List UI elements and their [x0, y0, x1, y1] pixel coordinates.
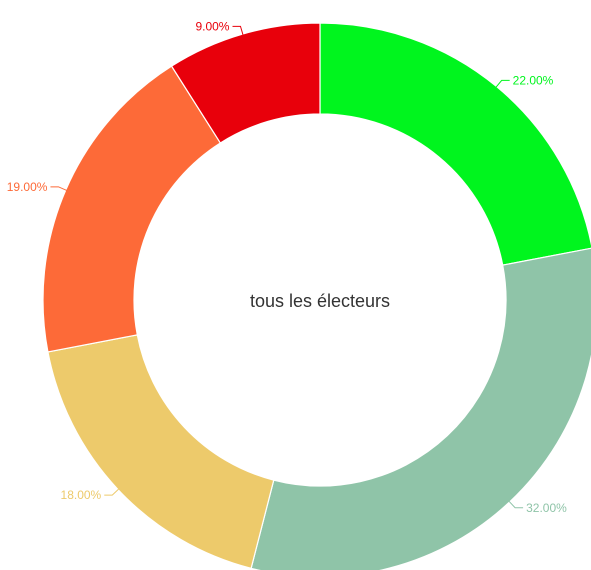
leader-line-4 [50, 186, 68, 192]
leader-line-2 [507, 500, 524, 509]
donut-slice-2[interactable] [250, 247, 591, 570]
donut-slice-1[interactable] [319, 22, 591, 266]
slice-label-1: 22.00% [513, 73, 554, 87]
donut-slice-3[interactable] [47, 334, 275, 570]
leader-line-5 [232, 25, 244, 37]
slice-label-3: 18.00% [61, 488, 102, 502]
center-label: tous les électeurs [250, 291, 390, 311]
slice-label-2: 32.00% [526, 501, 567, 515]
slice-label-4: 19.00% [7, 180, 48, 194]
leader-lines-group [50, 25, 524, 509]
donut-slice-5[interactable] [170, 22, 321, 144]
donut-slice-4[interactable] [42, 65, 222, 353]
slice-label-5: 9.00% [195, 19, 229, 33]
slice-labels-group: 22.00% 32.00% 18.00% 19.00% 9.00% [7, 19, 567, 514]
leader-line-3 [104, 487, 120, 496]
leader-line-1 [494, 79, 510, 89]
slices-group [42, 22, 591, 570]
